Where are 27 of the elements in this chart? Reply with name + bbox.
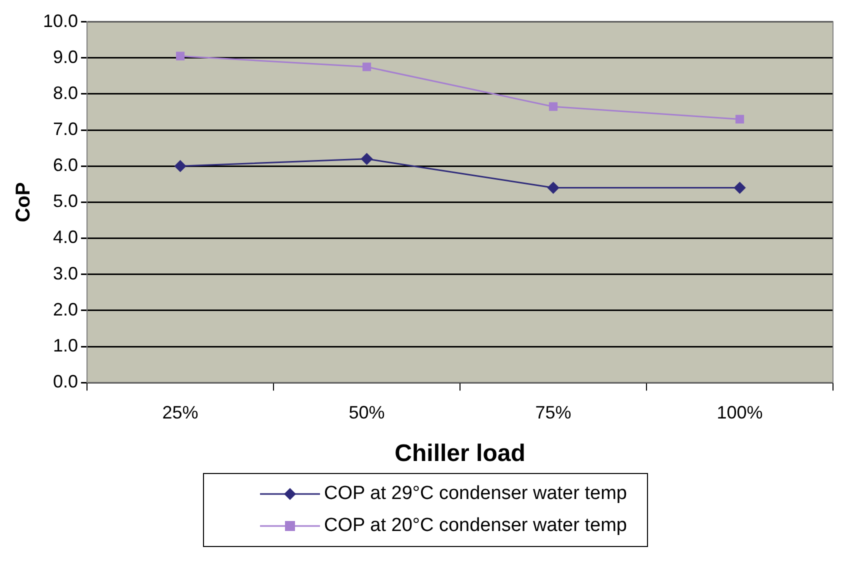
point [174, 160, 186, 172]
y-tick-label: 8.0 [53, 82, 78, 103]
point [362, 62, 372, 72]
y-tick-label: 5.0 [53, 191, 78, 212]
y-tick-label: 3.0 [53, 263, 78, 284]
y-tick-label: 10.0 [42, 10, 78, 31]
x-tick-label: 100% [716, 402, 763, 422]
x-tick-label: 75% [535, 402, 572, 422]
legend-label: COP at 29°C condenser water temp [324, 483, 627, 505]
y-tick-label: 4.0 [53, 227, 78, 248]
point [548, 102, 558, 111]
y-tick-label: 9.0 [53, 46, 78, 67]
y-axis-title: CoP [12, 182, 35, 222]
x-tick-label: 50% [348, 402, 385, 422]
x-tick-label: 25% [162, 402, 198, 422]
point [548, 182, 560, 194]
point [735, 114, 744, 124]
x-axis-title: Chiller load [394, 440, 526, 468]
y-tick-label: 2.0 [53, 299, 78, 320]
point [361, 153, 373, 165]
y-tick-label: 1.0 [53, 335, 78, 356]
point [176, 52, 185, 60]
y-tick-label: 6.0 [53, 155, 78, 176]
legend-label: COP at 20°C condenser water temp [324, 515, 627, 537]
y-tick-label: 7.0 [53, 119, 78, 140]
point [734, 182, 746, 194]
y-tick-label: 0.0 [53, 372, 78, 392]
